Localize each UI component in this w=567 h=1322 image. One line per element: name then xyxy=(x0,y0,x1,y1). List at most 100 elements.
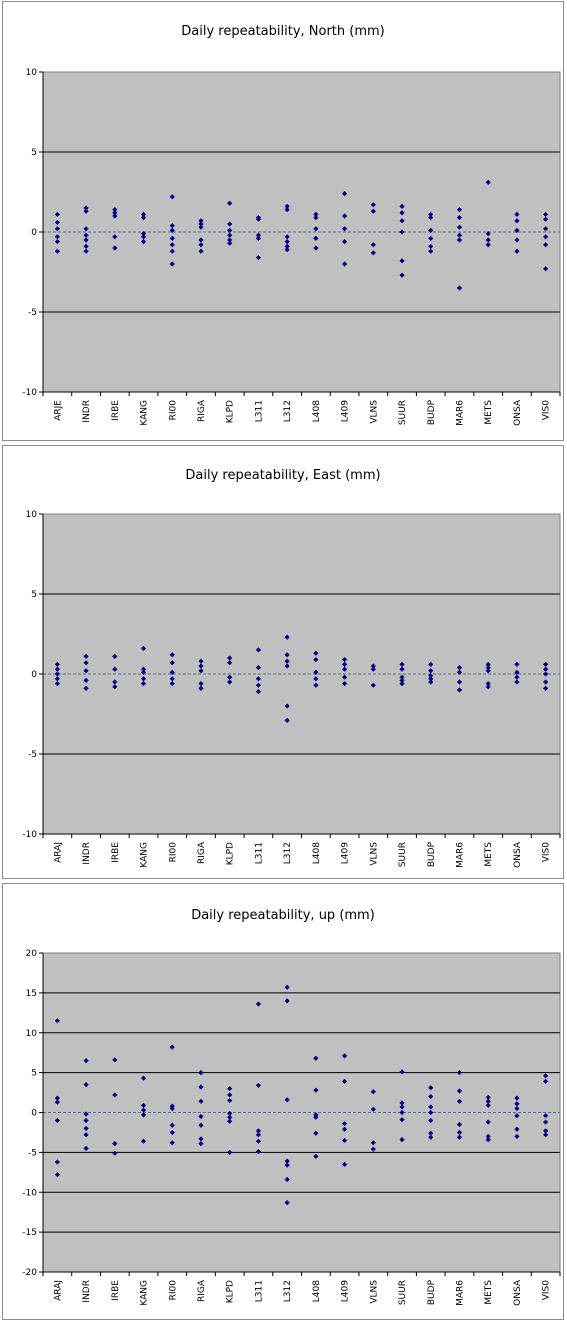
east-xtick-label: L408 xyxy=(312,842,322,864)
up-data-point xyxy=(543,1119,549,1125)
up-data-point xyxy=(227,1092,233,1098)
up-xtick-label: L409 xyxy=(341,1280,351,1302)
north-xtick-label: IRBE xyxy=(111,400,121,421)
up-data-point xyxy=(227,1118,233,1124)
up-data-point xyxy=(284,1200,290,1206)
up-data-point xyxy=(255,1132,262,1138)
east-data-point xyxy=(198,658,204,664)
north-data-point xyxy=(227,200,233,206)
east-data-point xyxy=(428,668,434,674)
north-data-point xyxy=(112,210,118,216)
up-data-point xyxy=(313,1087,319,1093)
up-data-point xyxy=(543,1073,549,1079)
north-ytick-label: 10 xyxy=(26,68,38,78)
north-data-point xyxy=(456,232,463,238)
north-data-point xyxy=(54,239,60,245)
north-data-point xyxy=(284,207,290,213)
east-chart: Daily repeatability, East (mm) -10 -5 0 5 10 A… xyxy=(22,468,561,868)
up-data-point xyxy=(227,1114,233,1120)
up-data-point xyxy=(284,998,290,1004)
up-data-point xyxy=(83,1125,89,1132)
north-data-point xyxy=(428,243,434,249)
north-data-point xyxy=(370,202,376,208)
north-data-point xyxy=(83,243,89,249)
north-data-point xyxy=(169,235,175,241)
up-data-point xyxy=(399,1100,405,1106)
north-data-point xyxy=(399,258,405,264)
east-xtick-label: ARAJ xyxy=(53,842,63,863)
north-xtick-label: INDR xyxy=(82,400,92,423)
north-data-point xyxy=(284,247,290,253)
up-ytick-label: -20 xyxy=(22,1268,37,1278)
east-data-point xyxy=(112,653,118,659)
up-data-point xyxy=(456,1121,463,1128)
north-data-point xyxy=(313,226,319,232)
north-data-point xyxy=(514,211,520,217)
up-data-point xyxy=(456,1088,463,1094)
east-ytick-label: 5 xyxy=(31,590,37,600)
east-xtick-label: L312 xyxy=(283,842,293,864)
east-data-point xyxy=(456,687,463,693)
north-chart-panel: Daily repeatability, North (mm) -10 -5 0 5 10… xyxy=(2,1,564,441)
north-data-point xyxy=(83,232,89,238)
up-chart-panel: Daily repeatability, up (mm) -20 -15 -10 -5 0… xyxy=(2,883,564,1320)
north-data-point xyxy=(54,226,60,232)
up-xtick-label: KANG xyxy=(140,1280,150,1306)
north-data-point xyxy=(284,234,290,240)
east-xtick-label: KANG xyxy=(140,842,150,868)
up-xtick-label: VIS0 xyxy=(542,1280,552,1301)
north-data-point xyxy=(169,227,175,233)
north-data-point xyxy=(198,224,204,230)
up-data-point xyxy=(341,1161,348,1167)
north-data-point xyxy=(112,207,118,213)
up-data-point xyxy=(341,1137,348,1144)
north-xtick-label: L408 xyxy=(312,400,322,422)
up-data-point xyxy=(341,1078,348,1084)
up-data-point xyxy=(456,1098,463,1104)
up-data-point xyxy=(140,1112,147,1118)
north-data-point xyxy=(428,235,434,241)
north-xtick-label: L311 xyxy=(254,400,264,422)
east-ytick-label: -10 xyxy=(22,830,37,840)
up-data-point xyxy=(485,1133,491,1140)
north-ytick-label: 5 xyxy=(31,148,37,158)
up-data-point xyxy=(370,1140,376,1146)
north-data-point xyxy=(313,211,319,217)
north-data-point xyxy=(543,242,549,248)
up-data-point xyxy=(543,1113,549,1119)
north-data-point xyxy=(198,218,204,224)
up-data-point xyxy=(83,1145,89,1151)
east-data-point xyxy=(284,717,290,723)
up-data-point xyxy=(313,1130,319,1136)
up-chart-title: Daily repeatability, up (mm) xyxy=(191,908,375,923)
east-xtick-label: VLNS xyxy=(369,842,379,866)
up-xtick-label: L408 xyxy=(312,1280,322,1302)
north-data-point xyxy=(54,234,60,240)
north-data-point xyxy=(428,248,434,254)
north-data-point xyxy=(284,203,290,209)
east-data-point xyxy=(543,671,549,677)
east-data-point xyxy=(83,668,89,674)
north-chart: Daily repeatability, North (mm) -10 -5 0 5 10… xyxy=(22,24,561,426)
north-data-point xyxy=(198,221,204,227)
up-data-point xyxy=(83,1081,89,1088)
up-xtick-label: L311 xyxy=(254,1280,264,1302)
east-data-point xyxy=(169,676,175,682)
north-data-point xyxy=(543,211,549,217)
east-data-point xyxy=(399,674,405,680)
up-ytick-label: -10 xyxy=(22,1188,37,1198)
east-data-point xyxy=(428,676,434,682)
up-data-point xyxy=(399,1069,405,1075)
east-xtick-label: METS xyxy=(484,842,494,867)
north-data-point xyxy=(227,221,233,227)
up-data-point xyxy=(255,1128,262,1134)
north-data-point xyxy=(514,248,520,254)
up-data-point xyxy=(227,1097,233,1104)
north-data-point xyxy=(514,218,520,224)
up-xtick-label: SUUR xyxy=(398,1280,408,1305)
north-data-point xyxy=(198,248,204,254)
up-data-point xyxy=(169,1105,175,1112)
north-ytick-label: 0 xyxy=(31,228,37,238)
east-data-point xyxy=(428,679,434,685)
east-data-point xyxy=(198,663,204,669)
